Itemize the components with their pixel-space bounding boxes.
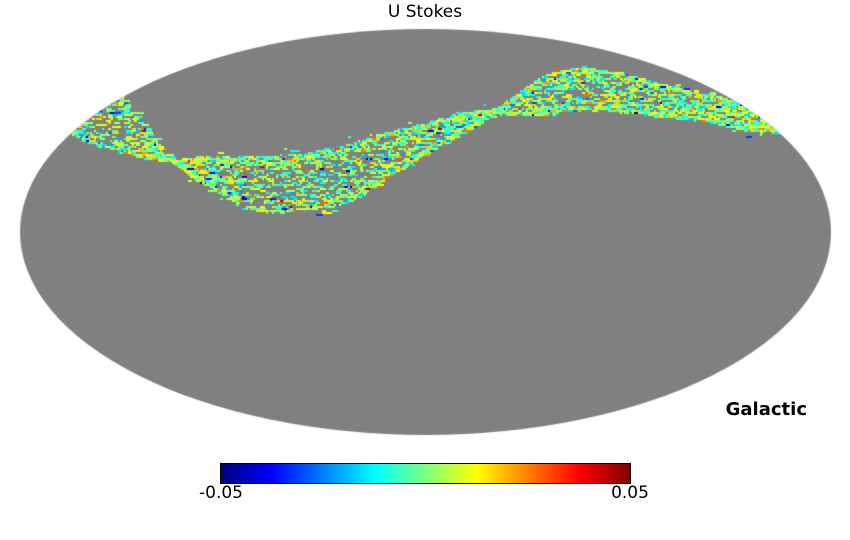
coordinate-system-label: Galactic (725, 399, 807, 420)
colorbar (220, 463, 631, 484)
colorbar-min-label: -0.05 (199, 483, 243, 503)
mollweide-sky-map (0, 0, 850, 455)
colorbar-gradient (221, 464, 630, 483)
colorbar-max-label: 0.05 (611, 483, 649, 503)
